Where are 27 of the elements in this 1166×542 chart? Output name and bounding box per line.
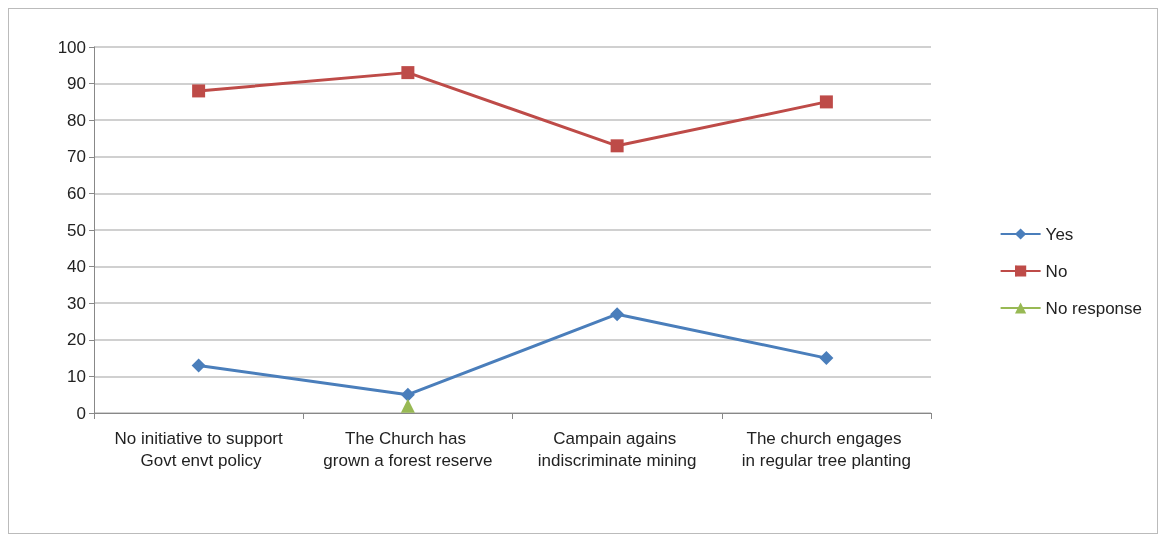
y-tick-label: 10 [67, 366, 86, 386]
y-tick-label: 80 [67, 110, 86, 130]
x-tick-label: Campain agains indiscriminate mining [537, 428, 697, 470]
x-tick-label: The church engages in regular tree planting [741, 428, 911, 470]
y-tick-label: 100 [57, 37, 86, 57]
point [610, 307, 625, 322]
point [400, 398, 415, 413]
point [400, 387, 415, 402]
point [610, 139, 624, 153]
y-tick-label: 50 [67, 220, 86, 240]
legend-label: No [1045, 261, 1068, 281]
y-tick-label: 30 [67, 293, 86, 313]
legend-label: Yes [1045, 224, 1074, 244]
y-tick-label: 60 [67, 183, 86, 203]
point [191, 358, 206, 373]
y-tick-label: 90 [67, 74, 86, 94]
legend-label: No response [1045, 298, 1142, 318]
y-tick-label: 0 [76, 403, 86, 423]
point [819, 351, 834, 366]
point [401, 66, 415, 80]
y-tick-label: 40 [67, 257, 86, 277]
y-tick-label: 20 [67, 330, 86, 350]
point [192, 84, 206, 98]
x-tick-label: No initiative to support Govt envt policy [114, 428, 283, 470]
x-tick-label: The Church has grown a forest reserve [323, 428, 493, 470]
point [819, 95, 833, 109]
y-tick-label: 70 [67, 147, 86, 167]
